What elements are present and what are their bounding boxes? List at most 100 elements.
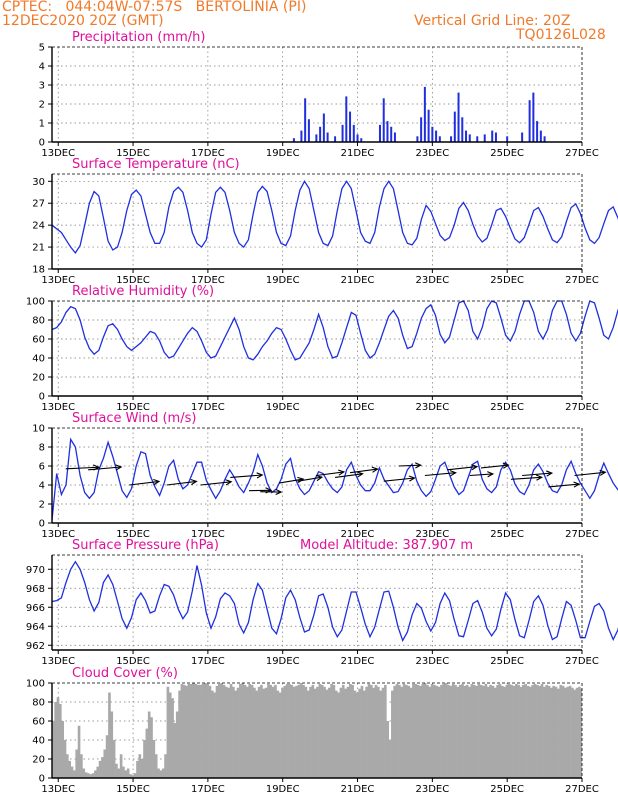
cloud-bar (510, 684, 513, 778)
cloud-bar (566, 686, 570, 778)
cloud-bar (122, 766, 125, 778)
cloud-bar (203, 683, 207, 778)
cloud-bar (150, 717, 153, 778)
cloud-bar (423, 683, 427, 778)
wind-arrow (447, 466, 478, 471)
wind-arrow-head (356, 471, 364, 478)
precip-bar (506, 136, 509, 142)
cloud-bar (580, 688, 582, 778)
cloud-bar (500, 685, 504, 778)
x-tick-label: 25DEC (490, 529, 524, 540)
cloud-bar (210, 690, 214, 778)
precip-bar (528, 100, 531, 142)
x-tick-label: 25DEC (490, 402, 524, 413)
cloud-bar (503, 686, 506, 778)
cloud-bar (489, 684, 492, 778)
x-tick-label: 23DEC (415, 148, 449, 159)
cloud-bar (498, 683, 502, 778)
precip-bar (352, 124, 355, 142)
cloud-bar (573, 689, 577, 778)
cloud-bar (192, 683, 195, 778)
precip-bar (543, 136, 546, 142)
header-location: CPTEC: 044:04W-07:57S BERTOLINIA (PI) (2, 0, 307, 15)
cloud-bar (75, 749, 79, 778)
panel-title: Cloud Cover (%) (72, 666, 178, 681)
cloud-bar (101, 757, 104, 778)
cloud-bar (143, 740, 146, 778)
y-tick-label: 0 (39, 519, 45, 530)
precip-bar (476, 136, 479, 142)
cloud-bar (255, 690, 259, 778)
y-tick-label: 60 (32, 335, 45, 346)
cloud-bar (103, 749, 107, 778)
cloud-bar (313, 688, 317, 778)
precip-bar (315, 134, 318, 142)
cloud-bar (367, 683, 371, 778)
cloud-bar (178, 690, 181, 778)
cloud-bar (80, 754, 83, 778)
x-tick-label: 19DEC (266, 784, 300, 795)
cloud-bar (421, 683, 425, 778)
cloud-bar (290, 684, 294, 778)
cloud-bar (253, 687, 256, 778)
wind-arrow-head (449, 470, 457, 477)
cloud-bar (264, 687, 268, 778)
wind-arrow (424, 472, 456, 477)
x-tick-label: 17DEC (191, 275, 225, 286)
wind-arrow-head (275, 488, 283, 496)
cloud-bar (250, 684, 254, 778)
precip-bar (494, 132, 497, 142)
cloud-bar (129, 774, 132, 778)
cloud-bar (568, 685, 572, 778)
x-tick-label: 15DEC (116, 402, 150, 413)
cloud-bar (318, 683, 322, 778)
cloud-bar (302, 684, 305, 778)
x-tick-label: 21DEC (341, 784, 375, 795)
cloud-bar (94, 770, 97, 778)
precip-bar (322, 113, 325, 142)
y-tick-label: 968 (26, 584, 45, 595)
cloud-bar (571, 687, 574, 778)
cloud-bar (517, 684, 520, 778)
panel-title: Surface Wind (m/s) (72, 411, 196, 426)
panel-3: Surface Wind (m/s) 0 2 4 6 8 10 13DEC 15DEC 17DEC… (32, 411, 618, 540)
cloud-bar (435, 685, 439, 778)
cloud-bar (115, 763, 118, 778)
cloud-bar (68, 760, 72, 778)
cloud-bar (248, 683, 252, 778)
wind-arrow-head (599, 469, 607, 476)
cloud-bar (124, 770, 128, 778)
x-tick-label: 15DEC (116, 784, 150, 795)
cloud-bar (269, 684, 273, 778)
x-tick-label: 27DEC (565, 529, 599, 540)
precip-bar (427, 109, 430, 142)
cloud-bar (526, 685, 530, 778)
x-tick-label: 23DEC (415, 656, 449, 667)
wind-arrow (316, 471, 344, 477)
y-tick-label: 40 (32, 354, 45, 365)
x-tick-label: 17DEC (191, 529, 225, 540)
wind-arrow (349, 468, 378, 474)
x-tick-label: 15DEC (116, 275, 150, 286)
cloud-bar (257, 686, 261, 778)
cloud-bar (416, 684, 420, 778)
cloud-bar (243, 684, 247, 778)
cloud-bar (374, 684, 378, 778)
cloud-bar (486, 686, 490, 778)
x-tick-label: 25DEC (490, 656, 524, 667)
x-tick-label: 25DEC (490, 784, 524, 795)
cloud-bar (362, 690, 366, 778)
x-tick-label: 23DEC (415, 275, 449, 286)
cloud-bar (56, 697, 60, 778)
precip-bar (450, 136, 453, 142)
cloud-bar (470, 683, 474, 778)
y-tick-label: 964 (26, 622, 45, 633)
wind-arrow (548, 483, 580, 488)
cloud-bar (491, 685, 495, 778)
cloud-bar (157, 768, 160, 778)
cloud-bar (346, 686, 350, 778)
precip-bar (390, 126, 393, 142)
y-tick-label: 3 (39, 81, 45, 92)
y-tick-label: 30 (32, 177, 45, 188)
x-tick-label: 13DEC (41, 529, 75, 540)
